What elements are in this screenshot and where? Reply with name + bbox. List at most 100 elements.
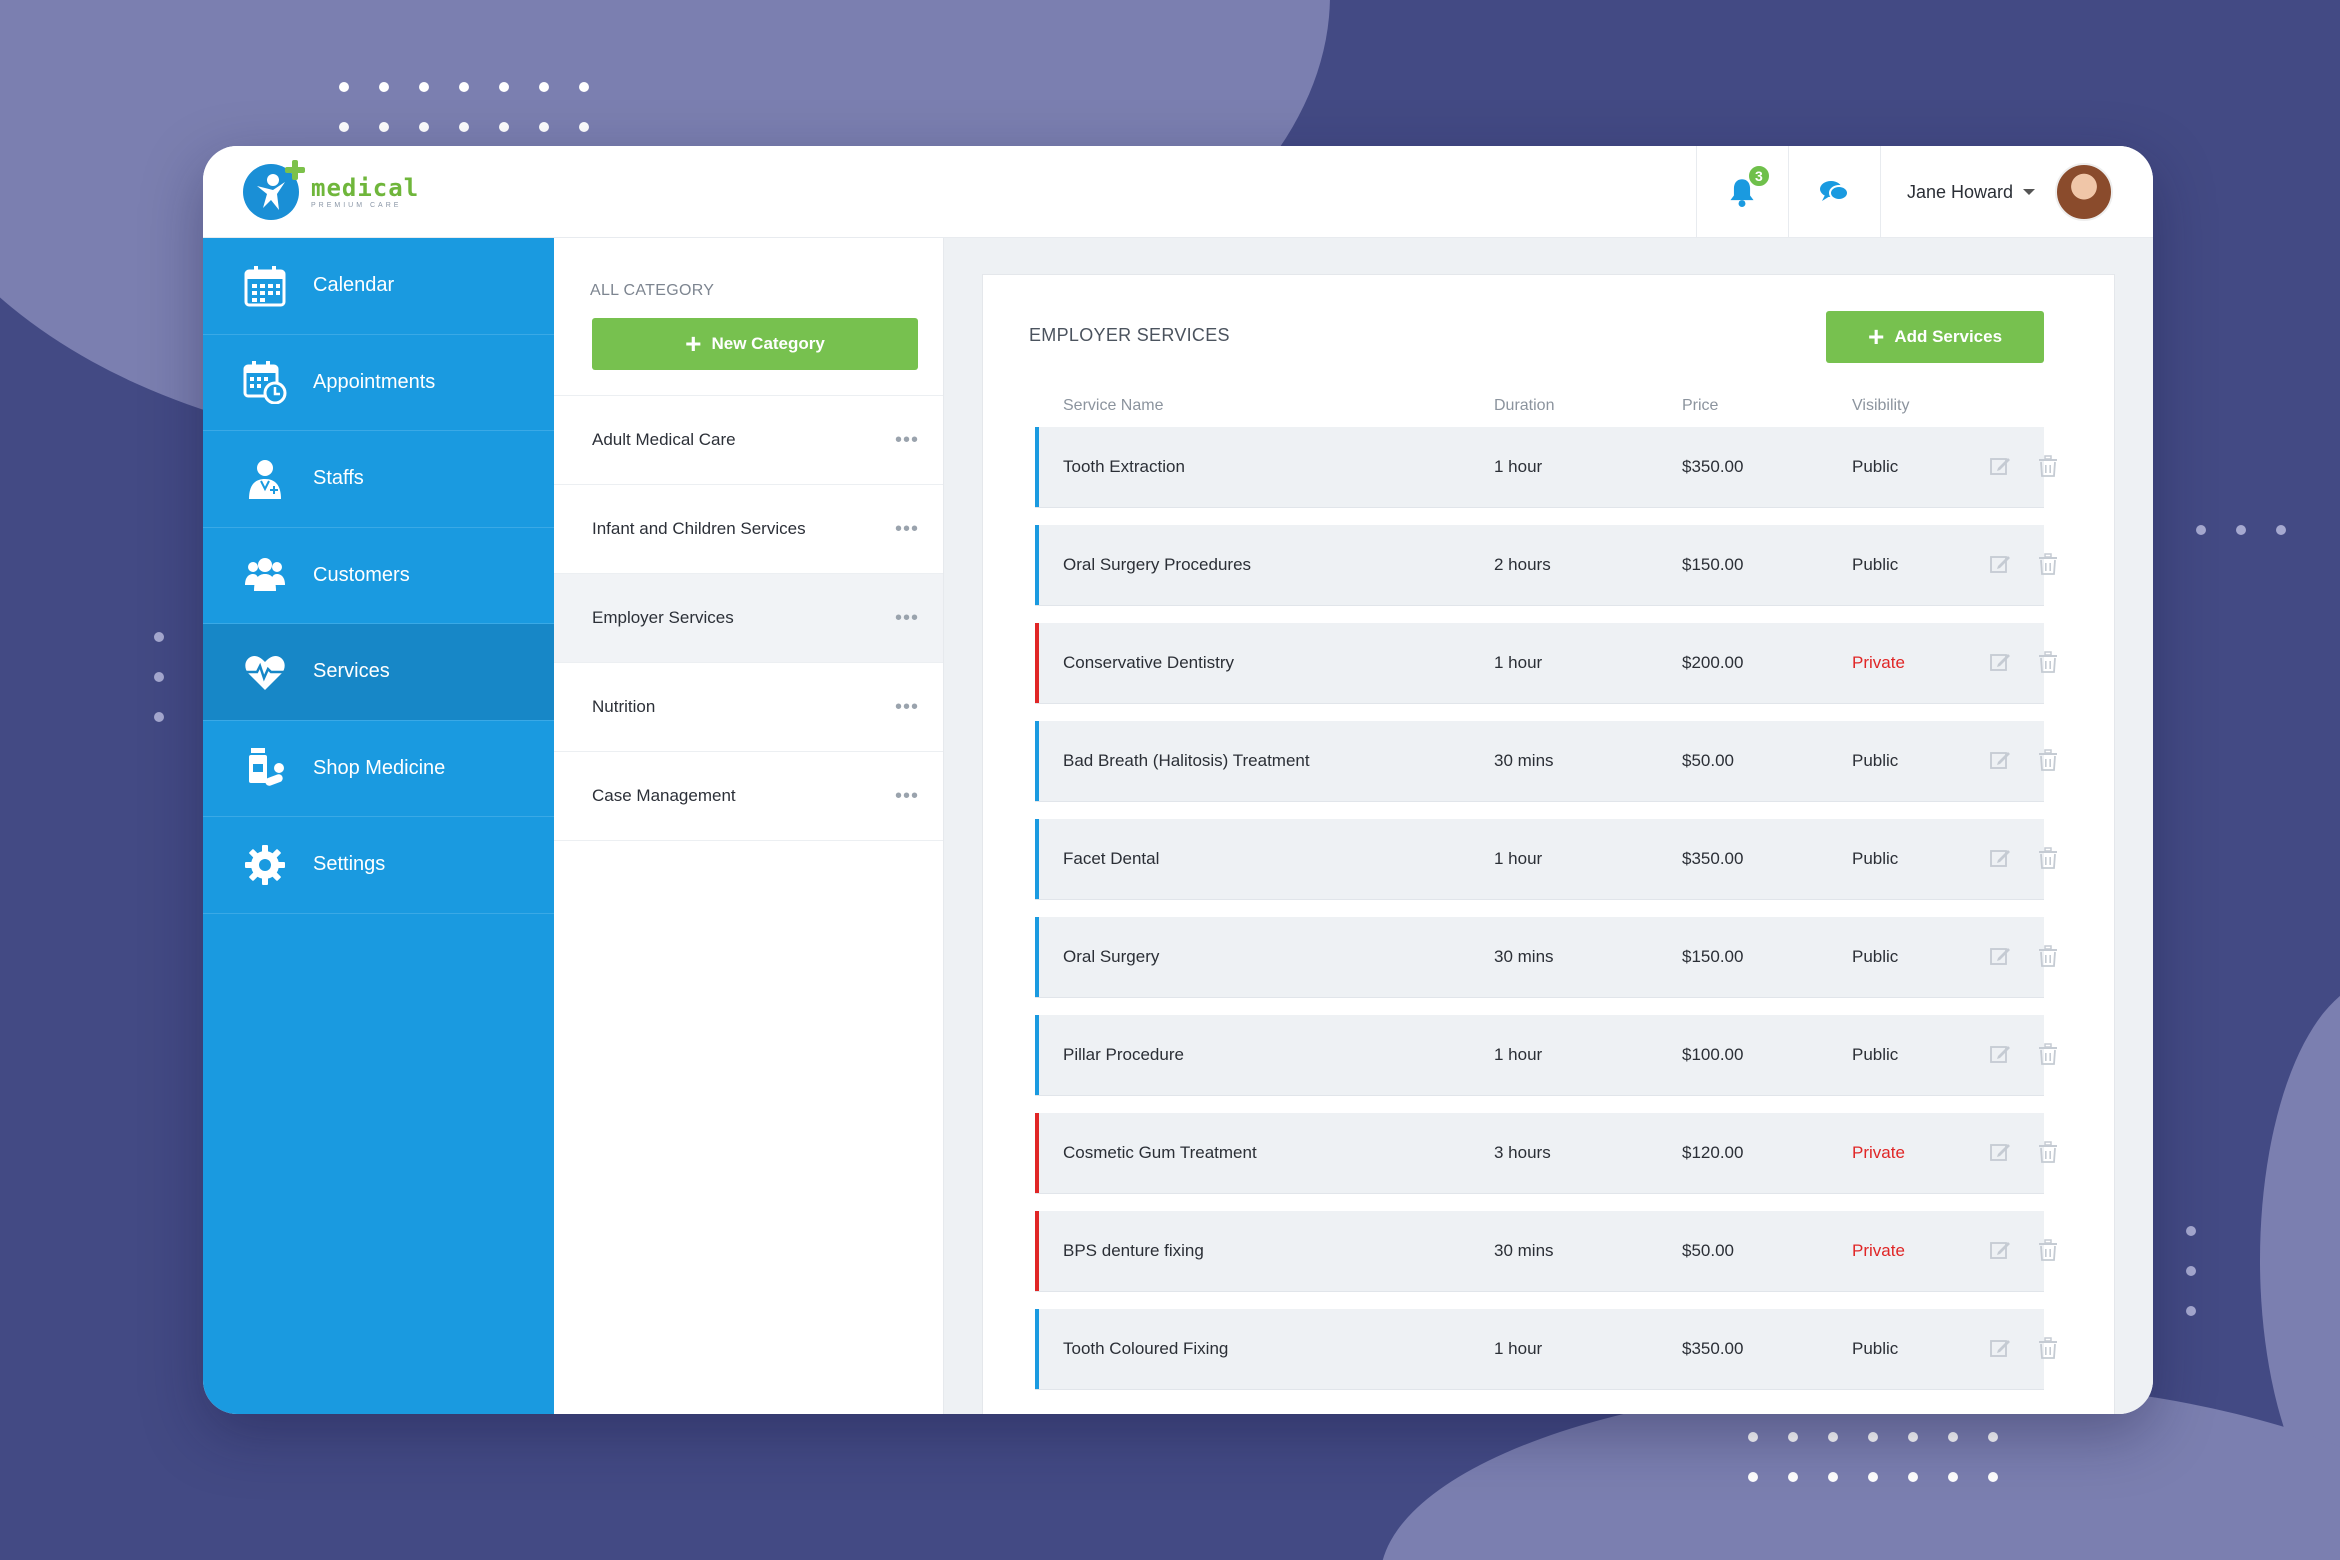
table-row[interactable]: Tooth Coloured Fixing 1 hour $350.00 Pub… [1035, 1309, 2057, 1389]
add-services-label: Add Services [1894, 327, 2003, 346]
table-row[interactable]: Oral Surgery Procedures 2 hours $150.00 … [1035, 525, 2057, 605]
decorative-dot [2186, 1226, 2196, 1236]
category-label: Infant and Children Services [592, 519, 806, 538]
service-duration: 1 hour [1494, 1045, 1543, 1064]
edit-icon[interactable] [1989, 1337, 2011, 1364]
decorative-dot [499, 122, 509, 132]
logo[interactable]: medical PREMIUM CARE [243, 160, 419, 220]
sidebar-item-staffs[interactable]: Staffs [203, 431, 554, 528]
column-header-price: Price [1682, 397, 1719, 414]
table-row[interactable]: Tooth Extraction 1 hour $350.00 Public [1035, 427, 2057, 507]
decorative-dot [1908, 1432, 1918, 1442]
decorative-dot [419, 82, 429, 92]
table-row[interactable]: Conservative Dentistry 1 hour $200.00 Pr… [1035, 623, 2057, 703]
more-options-icon[interactable]: ••• [894, 695, 919, 718]
decorative-dot [2196, 525, 2206, 535]
column-header-visibility: Visibility [1852, 397, 1910, 414]
trash-icon[interactable] [2037, 1337, 2059, 1364]
table-row[interactable]: Bad Breath (Halitosis) Treatment 30 mins… [1035, 721, 2057, 801]
edit-icon[interactable] [1989, 945, 2011, 972]
decorative-dot [459, 122, 469, 132]
category-item[interactable]: Employer Services ••• [554, 574, 943, 663]
decorative-dot [1748, 1432, 1758, 1442]
logo-tagline: PREMIUM CARE [311, 201, 402, 209]
table-header: Service Name Duration Price Visibility [1035, 391, 2044, 421]
decorative-dot [1828, 1472, 1838, 1482]
more-options-icon[interactable]: ••• [894, 517, 919, 540]
table-row[interactable]: Oral Surgery 30 mins $150.00 Public [1035, 917, 2057, 997]
table-row[interactable]: Pillar Procedure 1 hour $100.00 Public [1035, 1015, 2057, 1095]
more-options-icon[interactable]: ••• [894, 784, 919, 807]
heart-pulse-icon [243, 650, 287, 694]
trash-icon[interactable] [2037, 847, 2059, 874]
trash-icon[interactable] [2037, 1239, 2059, 1266]
service-price: $350.00 [1682, 457, 1744, 476]
service-duration: 1 hour [1494, 653, 1543, 672]
trash-icon[interactable] [2037, 749, 2059, 776]
decorative-dot [579, 122, 589, 132]
sidebar-item-appointments[interactable]: Appointments [203, 335, 554, 431]
category-item[interactable]: Nutrition ••• [554, 663, 943, 752]
edit-icon[interactable] [1989, 749, 2011, 776]
service-duration: 2 hours [1494, 555, 1551, 574]
service-visibility: Public [1852, 751, 1899, 770]
edit-icon[interactable] [1989, 1043, 2011, 1070]
avatar[interactable] [2055, 163, 2113, 221]
decorative-dot [539, 122, 549, 132]
edit-icon[interactable] [1989, 455, 2011, 482]
appointments-icon [243, 360, 287, 405]
decorative-dot [154, 672, 164, 682]
sidebar-item-label: Customers [313, 563, 410, 586]
edit-icon[interactable] [1989, 847, 2011, 874]
app-window: medical PREMIUM CARE 3 Jane Howard [203, 146, 2153, 1414]
calendar-icon [243, 264, 287, 308]
more-options-icon[interactable]: ••• [894, 606, 919, 629]
trash-icon[interactable] [2037, 651, 2059, 678]
sidebar-item-label: Shop Medicine [313, 756, 446, 779]
sidebar-item-calendar[interactable]: Calendar [203, 238, 554, 335]
sidebar-item-label: Calendar [313, 274, 395, 297]
category-item[interactable]: Adult Medical Care ••• [554, 396, 943, 485]
new-category-label: New Category [711, 334, 825, 353]
gear-icon [243, 843, 287, 887]
sidebar: Calendar Appointments Staffs Customers S… [203, 238, 554, 1414]
edit-icon[interactable] [1989, 1141, 2011, 1168]
page-title: EMPLOYER SERVICES [1029, 325, 1230, 345]
table-row[interactable]: Cosmetic Gum Treatment 3 hours $120.00 P… [1035, 1113, 2057, 1193]
category-item[interactable]: Infant and Children Services ••• [554, 485, 943, 574]
decorative-dot [1868, 1472, 1878, 1482]
decorative-dot [1988, 1432, 1998, 1442]
add-services-button[interactable]: + Add Services [1826, 311, 2044, 363]
sidebar-item-shop-medicine[interactable]: Shop Medicine [203, 721, 554, 817]
new-category-button[interactable]: + New Category [592, 318, 918, 370]
decorative-dot [539, 82, 549, 92]
user-menu[interactable]: Jane Howard [1879, 146, 2153, 238]
service-duration: 1 hour [1494, 1339, 1543, 1358]
trash-icon[interactable] [2037, 1043, 2059, 1070]
trash-icon[interactable] [2037, 553, 2059, 580]
column-header-duration: Duration [1494, 397, 1555, 414]
messages-button[interactable] [1787, 146, 1880, 238]
service-name: Facet Dental [1063, 849, 1160, 868]
decorative-dot [154, 712, 164, 722]
more-options-icon[interactable]: ••• [894, 428, 919, 451]
service-price: $350.00 [1682, 849, 1744, 868]
trash-icon[interactable] [2037, 945, 2059, 972]
category-label: Case Management [592, 786, 736, 805]
table-row[interactable]: Facet Dental 1 hour $350.00 Public [1035, 819, 2057, 899]
table-row[interactable]: BPS denture fixing 30 mins $50.00 Privat… [1035, 1211, 2057, 1291]
edit-icon[interactable] [1989, 651, 2011, 678]
category-panel: ALL CATEGORY + New Category Adult Medica… [554, 238, 944, 1414]
edit-icon[interactable] [1989, 1239, 2011, 1266]
trash-icon[interactable] [2037, 1141, 2059, 1168]
category-label: Employer Services [592, 608, 734, 627]
sidebar-item-services[interactable]: Services [203, 624, 554, 721]
decorative-dot [1948, 1432, 1958, 1442]
category-item[interactable]: Case Management ••• [554, 752, 943, 841]
sidebar-item-customers[interactable]: Customers [203, 528, 554, 624]
sidebar-item-label: Appointments [313, 370, 436, 393]
sidebar-item-settings[interactable]: Settings [203, 817, 554, 914]
trash-icon[interactable] [2037, 455, 2059, 482]
edit-icon[interactable] [1989, 553, 2011, 580]
notifications-button[interactable]: 3 [1695, 146, 1788, 238]
